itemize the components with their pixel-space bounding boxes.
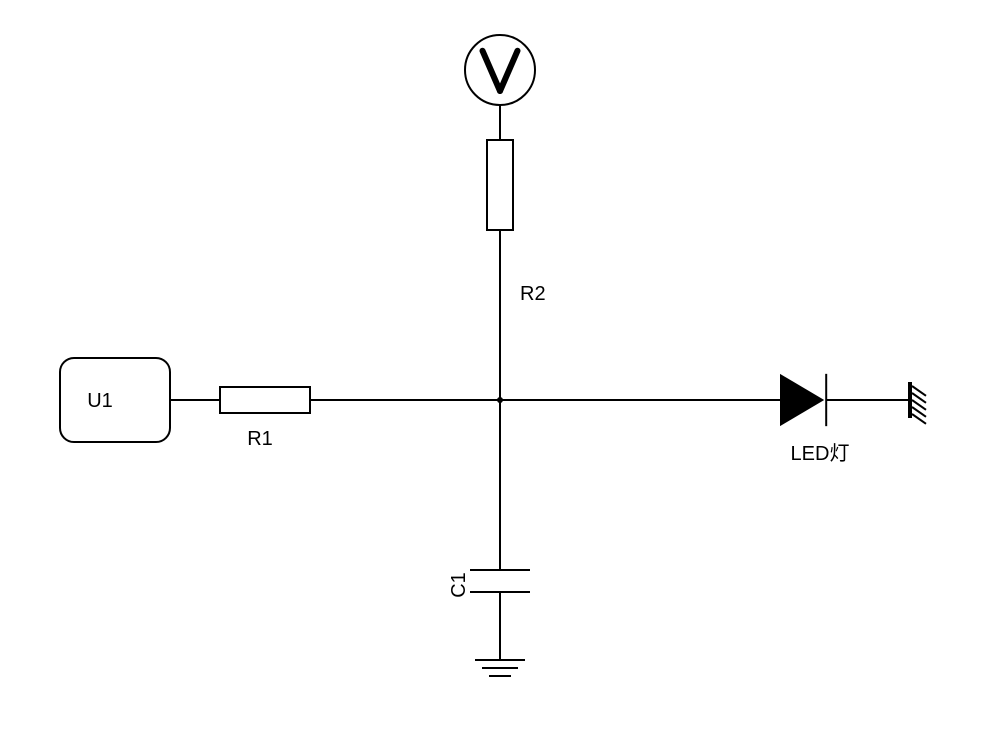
voltmeter-icon	[465, 35, 535, 105]
led-icon	[780, 374, 824, 426]
r2-label: R2	[520, 283, 546, 305]
c1-label: C1	[448, 572, 470, 598]
chip-u1	[60, 358, 170, 442]
resistor-r2	[487, 140, 513, 230]
resistor-r1	[220, 387, 310, 413]
r1-label: R1	[247, 428, 273, 450]
led-label: LED灯	[791, 442, 850, 465]
u1-label: U1	[87, 390, 113, 412]
